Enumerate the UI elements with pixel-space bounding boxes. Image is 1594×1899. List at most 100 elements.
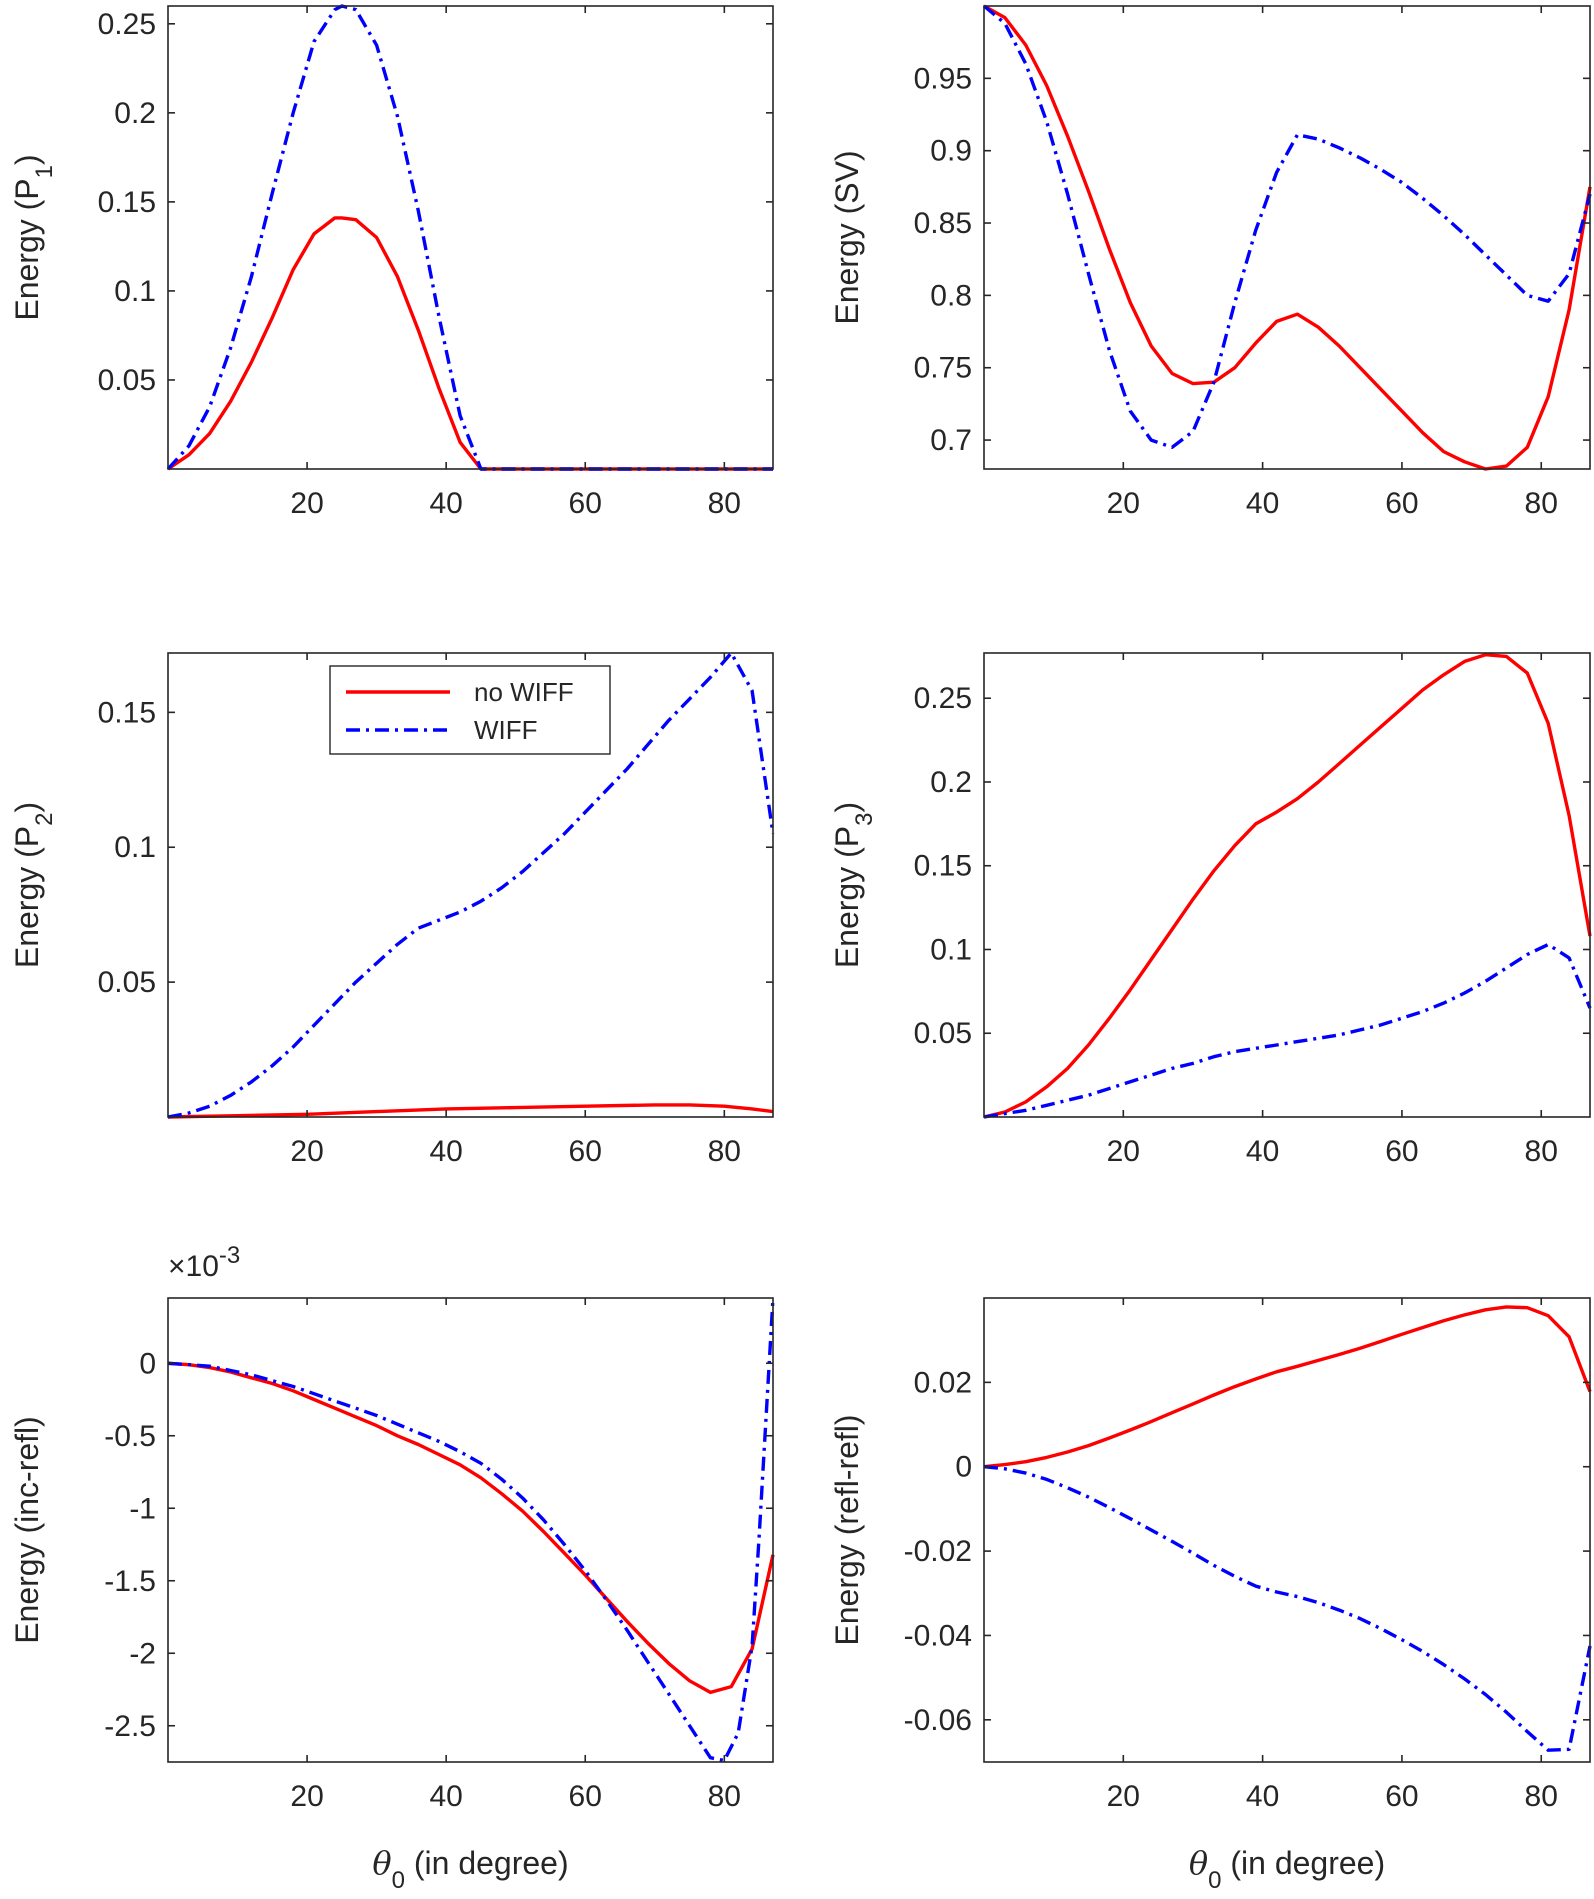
axes-box: [983, 652, 1591, 1118]
y-axis-label: Energy (P2): [9, 802, 58, 968]
y-tick-label: 0.15: [98, 696, 156, 729]
y-tick-label: 0.2: [930, 766, 972, 799]
y-tick-label: -0.02: [904, 1535, 972, 1568]
y-tick-label: 0: [139, 1347, 156, 1380]
y-axis-label-main: Energy (SV): [829, 150, 865, 324]
x-tick-label: 20: [290, 487, 323, 520]
legend-box: [329, 665, 611, 755]
series-line-wiff: [982, 4, 1592, 449]
plot-area: [984, 6, 1590, 469]
x-tick-label: 20: [1107, 487, 1140, 520]
y-tick-label: 0.05: [98, 966, 156, 999]
legend: no WIFF WIFF: [329, 665, 611, 755]
y-tick-label: 0.1: [114, 831, 156, 864]
y-tick-label: 0.8: [930, 279, 972, 312]
y-tick-label: 0.2: [114, 97, 156, 130]
chart-panel-6: 20 40 60 80 -0.06 -0.04 -0.02 0 0.02 Energy (refl…: [829, 1297, 1592, 1894]
axis-multiplier-exponent: -3: [219, 1242, 240, 1269]
x-tick-label: 60: [1385, 1780, 1418, 1813]
series-line-no-wiff: [167, 1103, 774, 1119]
y-tick-label: -0.5: [104, 1420, 156, 1453]
y-tick-label: 0.15: [914, 850, 972, 883]
x-axis-label-theta: θ: [1189, 1844, 1208, 1882]
chart-panel-5: 20 40 60 80 -2.5 -2 -1.5 -1 -0.5 0 Energy (inc-ref…: [9, 1242, 775, 1894]
y-axis-label-main: Energy (P: [829, 826, 865, 968]
x-tick-label: 40: [429, 487, 462, 520]
y-axis-label-close: ): [829, 802, 865, 813]
x-tick-label: 20: [1107, 1135, 1140, 1168]
plot-area: [984, 1298, 1590, 1762]
y-axis-label: Energy (refl-refl): [829, 1414, 865, 1645]
plot-area: [168, 6, 773, 469]
y-axis-label: Energy (inc-refl): [9, 1416, 45, 1644]
y-axis-label-main: Energy (P: [9, 178, 45, 320]
axes-box: [983, 1297, 1591, 1763]
x-tick-label: 80: [708, 487, 741, 520]
y-tick-label: 0.7: [930, 424, 972, 457]
y-axis-label-subscript: 2: [31, 813, 58, 826]
y-tick-label: 0.05: [98, 364, 156, 397]
y-tick-label: 0.75: [914, 352, 972, 385]
x-tick-label: 60: [1385, 487, 1418, 520]
plot-area: [168, 1298, 773, 1762]
y-tick-label: 0.95: [914, 62, 972, 95]
plot-area: [984, 653, 1590, 1117]
y-axis-label-main: Energy (refl-refl): [829, 1414, 865, 1645]
y-tick-label: 0.05: [914, 1017, 972, 1050]
y-tick-label: -1: [129, 1492, 156, 1525]
y-tick-label: -2: [129, 1637, 156, 1670]
x-axis-label-subscript: 0: [1208, 1867, 1221, 1894]
y-axis-label-close: ): [9, 154, 45, 165]
x-tick-label: 80: [708, 1135, 741, 1168]
x-axis-label-rest: (in degree): [1221, 1845, 1385, 1881]
chart-panel-2: 20 40 60 80 0.7 0.75 0.8 0.85 0.9 0.95 Energy (SV): [829, 4, 1592, 520]
x-tick-label: 20: [290, 1780, 323, 1813]
series-line-no-wiff: [983, 1305, 1592, 1469]
x-tick-label: 20: [1107, 1780, 1140, 1813]
axes-box: [167, 652, 774, 1118]
x-axis-label-rest: (in degree): [405, 1845, 569, 1881]
y-tick-label: 0.1: [930, 933, 972, 966]
y-tick-label: -0.04: [904, 1619, 972, 1652]
y-axis-label: Energy (P1): [9, 154, 58, 320]
y-axis-label-subscript: 1: [31, 165, 58, 178]
series-line-wiff: [167, 1297, 775, 1763]
series-line-wiff: [166, 4, 773, 471]
y-tick-label: 0.15: [98, 186, 156, 219]
y-tick-label: -1.5: [104, 1565, 156, 1598]
y-tick-label: 0.9: [930, 135, 972, 168]
legend-label: no WIFF: [474, 677, 574, 707]
axis-multiplier: ×10-3: [168, 1242, 240, 1284]
x-tick-label: 40: [1246, 1135, 1279, 1168]
x-tick-label: 80: [1525, 1135, 1558, 1168]
x-axis-label: θ0 (in degree): [372, 1844, 568, 1894]
x-tick-label: 80: [1525, 1780, 1558, 1813]
y-tick-label: 0.25: [98, 8, 156, 41]
x-tick-label: 80: [1525, 487, 1558, 520]
series-line-no-wiff: [167, 1361, 775, 1695]
series-line-no-wiff: [983, 653, 1592, 1119]
x-axis-label: θ0 (in degree): [1189, 1844, 1385, 1894]
y-tick-label: 0.85: [914, 207, 972, 240]
y-axis-label-main: Energy (P: [9, 826, 45, 968]
x-tick-label: 60: [569, 487, 602, 520]
x-tick-label: 40: [429, 1135, 462, 1168]
x-tick-label: 40: [1246, 1780, 1279, 1813]
x-tick-label: 60: [569, 1780, 602, 1813]
y-tick-label: -2.5: [104, 1710, 156, 1743]
axis-multiplier-base: ×10: [168, 1250, 219, 1283]
y-tick-label: 0.02: [914, 1366, 972, 1399]
y-tick-label: -0.06: [904, 1704, 972, 1737]
axes-box: [167, 1297, 774, 1763]
y-axis-label: Energy (SV): [829, 150, 865, 324]
x-tick-label: 20: [290, 1135, 323, 1168]
axes-box: [983, 5, 1591, 470]
legend-label: WIFF: [474, 715, 538, 745]
x-tick-label: 40: [1246, 487, 1279, 520]
y-axis-label-close: ): [9, 802, 45, 813]
x-tick-label: 60: [569, 1135, 602, 1168]
y-axis-label-subscript: 3: [851, 813, 878, 826]
x-axis-label-subscript: 0: [392, 1867, 405, 1894]
y-tick-label: 0: [955, 1451, 972, 1484]
